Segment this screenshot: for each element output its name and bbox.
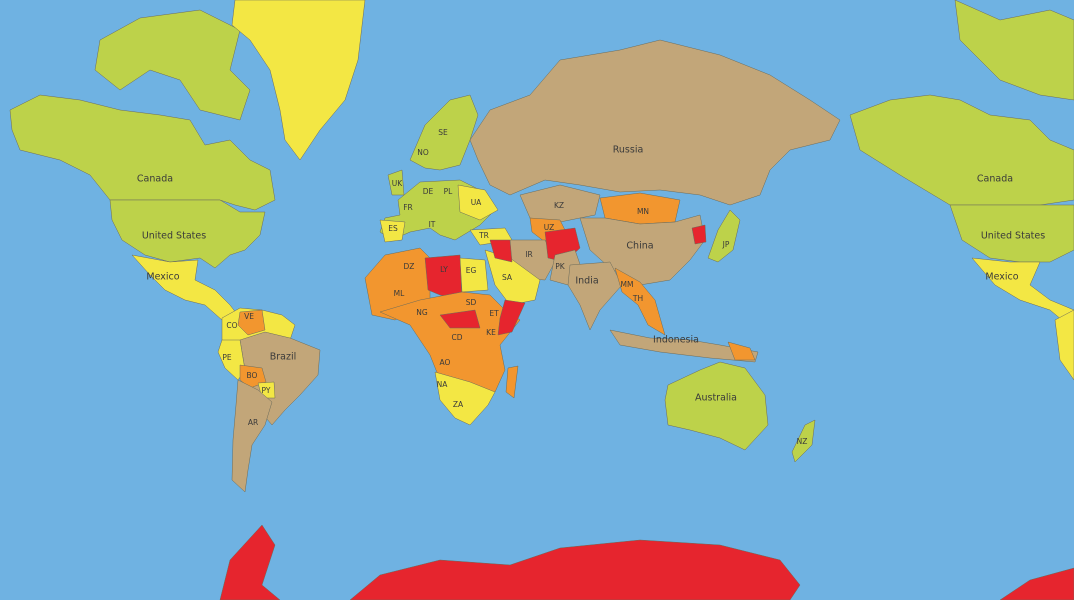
country-label: DZ — [404, 262, 415, 271]
russia — [469, 39, 841, 206]
country-label: UZ — [544, 223, 555, 232]
antarctic-peninsula — [219, 524, 281, 600]
indonesia — [609, 329, 759, 363]
country-label: United States — [981, 231, 1045, 242]
country-label: IR — [525, 250, 532, 259]
country-label: KE — [486, 328, 496, 337]
country-label: SD — [466, 298, 477, 307]
country-label: NG — [416, 308, 428, 317]
country-label: Russia — [613, 145, 644, 156]
country-label: IT — [429, 220, 436, 229]
country-label: Indonesia — [653, 335, 699, 346]
japan — [707, 209, 741, 263]
madagascar — [505, 365, 519, 399]
ukraine — [457, 184, 499, 221]
country-label: UK — [392, 179, 403, 188]
country-label: PL — [444, 187, 454, 196]
southeast-asia — [614, 267, 666, 336]
antarctica — [349, 539, 801, 600]
south-america-right — [1054, 309, 1074, 381]
country-label: LY — [440, 265, 448, 274]
central-africa — [379, 291, 521, 401]
country-label: ML — [394, 289, 405, 298]
country-label: TH — [632, 294, 643, 303]
arctic-islands — [94, 9, 251, 121]
india — [567, 261, 623, 331]
south-sudan-car — [439, 309, 481, 329]
country-label: PK — [555, 262, 566, 271]
north-korea — [691, 224, 707, 245]
country-label: Mexico — [985, 272, 1018, 283]
country-label: FR — [403, 203, 413, 212]
country-label: VE — [244, 312, 254, 321]
country-label: Canada — [137, 174, 173, 185]
labels: Canada United States Mexico Russia China… — [137, 128, 1045, 446]
country-label: Canada — [977, 174, 1013, 185]
syria-iraq — [489, 239, 513, 263]
country-label: China — [626, 241, 653, 252]
country-label: CO — [226, 321, 237, 330]
canada-right — [849, 94, 1074, 206]
somalia — [497, 299, 526, 336]
mexico-right — [971, 257, 1074, 331]
country-label: BO — [247, 371, 258, 380]
country-label: NO — [417, 148, 429, 157]
southern-africa — [434, 371, 496, 426]
country-label: ET — [489, 309, 499, 318]
country-label: NZ — [797, 437, 808, 446]
country-label: CD — [451, 333, 462, 342]
country-label: PY — [262, 386, 271, 395]
country-label: TR — [478, 231, 489, 240]
country-label: AR — [248, 418, 258, 427]
country-label: UA — [471, 198, 482, 207]
country-label: Mexico — [146, 272, 179, 283]
new-zealand — [791, 419, 816, 463]
country-label: ZA — [453, 400, 464, 409]
australia — [664, 361, 769, 451]
country-label: DE — [423, 187, 434, 196]
country-label: KZ — [554, 201, 564, 210]
papua-new-guinea — [727, 341, 756, 361]
country-label: AO — [440, 358, 451, 367]
country-label: MN — [637, 207, 649, 216]
country-label: NA — [437, 380, 449, 389]
country-label: Brazil — [270, 352, 297, 363]
argentina — [231, 379, 273, 493]
arctic-islands-right — [954, 0, 1074, 101]
country-label: JP — [722, 240, 730, 249]
antarctica-right — [999, 567, 1074, 600]
country-label: SE — [438, 128, 448, 137]
land — [9, 0, 1074, 600]
country-label: Australia — [695, 393, 737, 404]
canada — [9, 94, 276, 211]
country-label: EG — [466, 266, 477, 275]
country-label: MM — [621, 280, 634, 289]
venezuela — [237, 309, 266, 336]
country-label: ES — [388, 224, 398, 233]
greenland — [231, 0, 366, 161]
country-label: SA — [502, 273, 513, 282]
bolivia — [239, 364, 267, 389]
egypt — [459, 257, 489, 293]
country-label: India — [575, 276, 598, 287]
scandinavia — [409, 94, 479, 171]
country-label: PE — [222, 353, 232, 362]
united-states — [109, 199, 266, 269]
spain — [379, 219, 406, 243]
country-label: United States — [142, 231, 206, 242]
